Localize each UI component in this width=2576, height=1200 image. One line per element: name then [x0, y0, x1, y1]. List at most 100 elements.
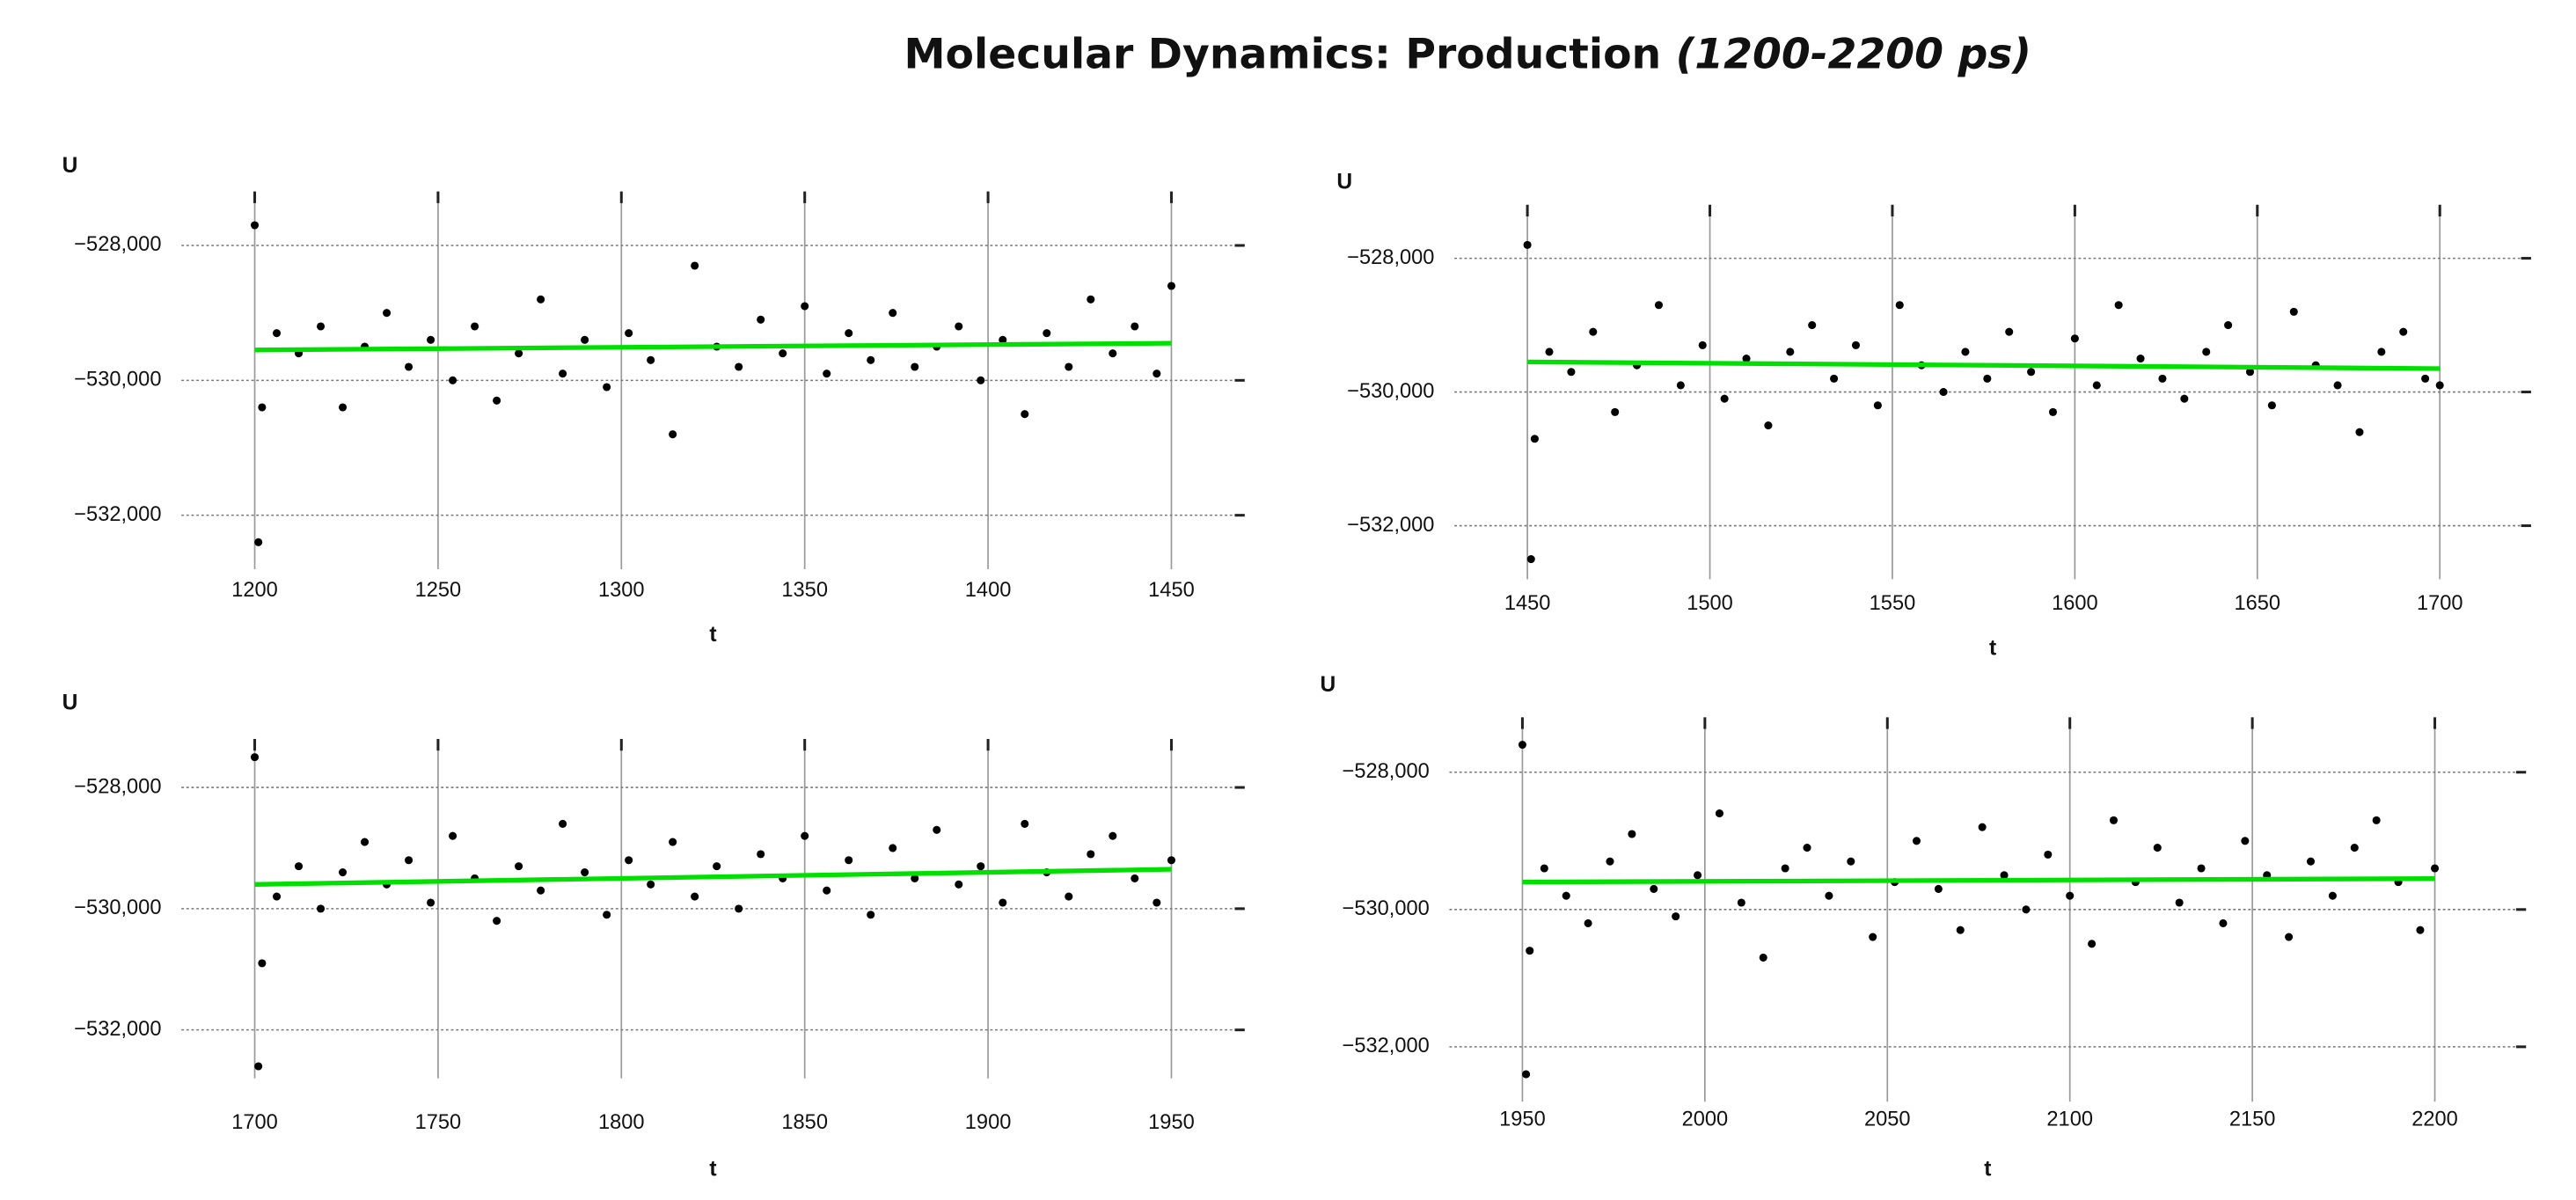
data-point [1530, 435, 1539, 443]
data-point [339, 867, 348, 877]
data-point [1895, 301, 1904, 310]
x-tick-label: 1700 [2417, 592, 2463, 615]
data-point [515, 349, 523, 358]
x-axis-label: t [709, 1157, 716, 1181]
data-point [515, 862, 523, 871]
y-tick-label: −530,000 [1343, 897, 1430, 920]
data-point [2285, 933, 2294, 941]
data-point [537, 886, 545, 895]
x-tick-label: 1450 [1148, 579, 1195, 602]
panel: 1950 2000 2050 2100 2150 2200 −528,000 −530,000… [1321, 673, 2527, 1181]
data-point [2202, 348, 2211, 356]
data-point [845, 329, 853, 338]
y-tick-label: −532,000 [1347, 514, 1434, 537]
y-tick-label: −530,000 [74, 896, 161, 919]
data-point [1065, 892, 1073, 901]
fit-line [1527, 359, 2441, 371]
data-point [537, 295, 545, 304]
data-point [1153, 898, 1161, 907]
data-point [1803, 844, 1811, 852]
data-point [1715, 809, 1723, 818]
data-point [2088, 940, 2097, 948]
data-point [1830, 374, 1839, 383]
x-tick-label: 2050 [1864, 1108, 1911, 1130]
data-point [2022, 905, 2031, 914]
data-point [1087, 295, 1095, 304]
data-point [1808, 321, 1817, 330]
data-point [272, 329, 282, 338]
data-point [735, 904, 743, 913]
data-point [2114, 301, 2123, 310]
data-point [2180, 394, 2189, 403]
data-point [2350, 844, 2359, 852]
data-point [1759, 953, 1767, 962]
x-tick-label: 1350 [781, 579, 828, 602]
data-point [294, 862, 304, 871]
data-point [317, 322, 326, 331]
data-point [999, 335, 1007, 344]
data-point [1781, 864, 1789, 873]
data-point [1934, 884, 1943, 893]
data-point [2197, 864, 2206, 873]
data-point [1087, 850, 1095, 859]
y-tick-label: −528,000 [1343, 760, 1430, 783]
x-axis-label: t [1984, 1157, 1991, 1181]
data-point [933, 825, 941, 834]
data-point [603, 383, 611, 391]
data-point [691, 261, 699, 270]
data-point [2267, 401, 2276, 410]
data-point [1526, 947, 1534, 955]
x-tick-label: 1800 [598, 1111, 645, 1134]
data-point [1540, 864, 1548, 873]
data-point [2158, 374, 2167, 383]
y-tick-label: −532,000 [1343, 1035, 1430, 1057]
data-point [1567, 368, 1576, 377]
x-tick-label: 1200 [231, 579, 278, 602]
data-point [647, 880, 655, 889]
data-point [258, 403, 267, 412]
data-point [427, 335, 435, 344]
data-point [405, 856, 413, 865]
y-tick-label: −532,000 [74, 1018, 161, 1041]
data-point [1654, 301, 1663, 310]
data-point [977, 862, 985, 871]
data-point [625, 329, 633, 338]
data-point [1562, 891, 1570, 900]
data-point [867, 355, 875, 364]
fit-line [1522, 876, 2435, 885]
data-point [1065, 362, 1073, 371]
data-point [493, 396, 501, 405]
data-point [1611, 407, 1620, 416]
data-point [889, 309, 897, 318]
data-point [1873, 401, 1882, 410]
data-point [889, 844, 897, 852]
data-point [2289, 307, 2298, 316]
x-tick-label: 1500 [1687, 592, 1733, 615]
data-point [250, 221, 260, 230]
data-point [603, 911, 611, 919]
data-point [427, 898, 435, 907]
data-point [405, 362, 413, 371]
data-point [977, 376, 985, 384]
data-point [669, 430, 677, 439]
data-point [1021, 410, 1029, 419]
data-point [1584, 918, 1592, 927]
data-point [2066, 891, 2075, 900]
data-point [1869, 933, 1877, 941]
data-point [713, 862, 721, 871]
y-axis-label: U [62, 691, 78, 715]
data-point [493, 917, 501, 926]
data-point [1606, 857, 1614, 866]
data-point [2136, 355, 2145, 363]
data-point [559, 370, 567, 378]
y-tick-label: −528,000 [74, 233, 161, 256]
y-axis-label: U [1336, 171, 1352, 194]
data-point [254, 1062, 263, 1071]
data-point [2355, 428, 2364, 436]
figure-title: Molecular Dynamics: Production (1200-220… [904, 30, 2031, 78]
data-point [1698, 340, 1707, 349]
data-point [625, 856, 633, 865]
data-point [823, 886, 831, 895]
